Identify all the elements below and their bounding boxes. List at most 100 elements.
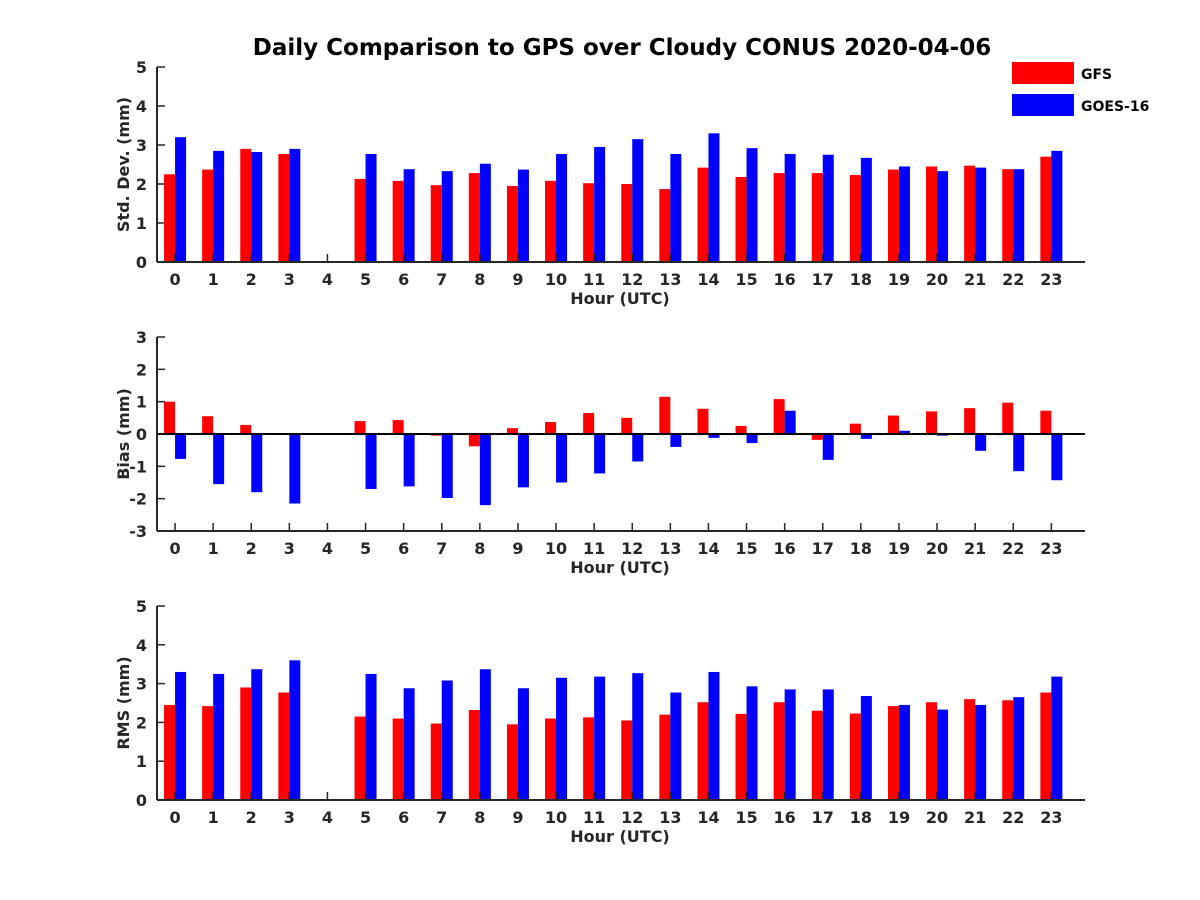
bar-rms-goes16-hour-8: [479, 669, 491, 800]
bar-rms-goes16-hour-22: [1013, 697, 1025, 800]
bar-rms-goes16-hour-2: [251, 669, 263, 800]
bar-rms-gfs-hour-11: [583, 717, 595, 800]
bar-rms-goes16-hour-16: [784, 689, 796, 800]
x-tick-label: 14: [697, 808, 719, 827]
x-tick-label: 16: [774, 808, 796, 827]
bar-bias-gfs-hour-0: [164, 401, 176, 434]
y-tick-label: 2: [136, 175, 147, 194]
x-tick-label: 1: [208, 270, 219, 289]
bar-std-dev-gfs-hour-0: [164, 174, 176, 262]
bar-rms-gfs-hour-22: [1002, 700, 1014, 800]
bar-bias-gfs-hour-12: [621, 417, 633, 434]
y-tick-label: 1: [136, 214, 147, 233]
x-tick-label: 8: [474, 270, 485, 289]
bar-bias-goes16-hour-0: [175, 434, 187, 459]
bar-bias-goes16-hour-9: [517, 434, 529, 488]
bar-bias-goes16-hour-22: [1013, 434, 1025, 472]
bar-rms-gfs-hour-2: [240, 687, 252, 800]
bar-rms-goes16-hour-6: [403, 688, 415, 800]
bar-bias-goes16-hour-18: [860, 434, 872, 439]
x-tick-label: 5: [360, 808, 371, 827]
x-tick-label: 2: [246, 539, 257, 558]
bar-std-dev-goes16-hour-2: [251, 152, 263, 262]
bar-std-dev-goes16-hour-12: [632, 139, 644, 262]
bar-bias-gfs-hour-11: [583, 412, 595, 434]
bar-std-dev-goes16-hour-3: [289, 148, 301, 262]
x-tick-label: 8: [474, 808, 485, 827]
bar-rms-goes16-hour-5: [365, 673, 377, 800]
y-axis-label: RMS (mm): [114, 656, 133, 749]
bar-rms-goes16-hour-17: [822, 689, 834, 800]
x-tick-label: 7: [436, 539, 447, 558]
y-tick-label: 2: [136, 713, 147, 732]
bar-bias-goes16-hour-14: [708, 434, 720, 438]
bar-rms-goes16-hour-18: [860, 696, 872, 800]
bar-std-dev-goes16-hour-9: [517, 169, 529, 262]
y-tick-label: 2: [136, 360, 147, 379]
bar-rms-gfs-hour-5: [354, 716, 366, 800]
x-tick-label: 10: [545, 808, 567, 827]
bar-rms-gfs-hour-9: [506, 724, 518, 800]
bar-rms-goes16-hour-21: [975, 704, 987, 800]
bar-std-dev-goes16-hour-11: [594, 146, 606, 262]
y-tick-label: 0: [136, 253, 147, 272]
x-tick-label: 21: [964, 808, 986, 827]
bar-bias-goes16-hour-12: [632, 434, 644, 462]
x-tick-label: 23: [1040, 539, 1062, 558]
bar-std-dev-goes16-hour-0: [175, 137, 187, 262]
bar-bias-gfs-hour-13: [659, 396, 671, 434]
x-tick-label: 16: [774, 270, 796, 289]
bar-std-dev-goes16-hour-21: [975, 167, 987, 262]
bar-rms-goes16-hour-3: [289, 660, 301, 800]
x-tick-label: 18: [850, 539, 872, 558]
bar-rms-gfs-hour-20: [926, 702, 938, 800]
x-axis-label: Hour (UTC): [570, 558, 670, 577]
x-tick-label: 20: [926, 539, 948, 558]
bar-std-dev-goes16-hour-22: [1013, 169, 1025, 262]
bar-std-dev-goes16-hour-7: [441, 171, 453, 262]
bar-std-dev-gfs-hour-15: [735, 176, 747, 262]
x-tick-label: 15: [735, 270, 757, 289]
bar-std-dev-goes16-hour-20: [937, 171, 949, 262]
bar-bias-goes16-hour-7: [441, 434, 453, 499]
bar-bias-gfs-hour-10: [545, 422, 557, 434]
x-tick-label: 11: [583, 539, 605, 558]
bar-bias-gfs-hour-14: [697, 408, 709, 434]
bar-std-dev-goes16-hour-13: [670, 153, 682, 262]
bar-rms-gfs-hour-8: [468, 709, 480, 800]
bar-bias-gfs-hour-16: [773, 399, 785, 434]
x-tick-label: 2: [246, 270, 257, 289]
y-axis-label: Std. Dev. (mm): [114, 97, 133, 232]
x-tick-label: 13: [659, 808, 681, 827]
x-tick-label: 18: [850, 270, 872, 289]
x-tick-label: 15: [735, 808, 757, 827]
x-tick-label: 21: [964, 270, 986, 289]
x-tick-label: 22: [1002, 808, 1024, 827]
bar-bias-goes16-hour-11: [594, 434, 606, 474]
x-tick-label: 20: [926, 808, 948, 827]
y-tick-label: 3: [136, 328, 147, 347]
x-tick-label: 6: [398, 808, 409, 827]
bar-rms-gfs-hour-19: [887, 706, 899, 800]
bar-bias-gfs-hour-5: [354, 421, 366, 434]
legend-label-gfs: GFS: [1081, 67, 1112, 83]
x-tick-label: 9: [512, 270, 523, 289]
bar-bias-gfs-hour-23: [1040, 410, 1052, 434]
x-tick-label: 17: [812, 539, 834, 558]
x-tick-label: 6: [398, 539, 409, 558]
bar-bias-gfs-hour-9: [506, 428, 518, 434]
bar-std-dev-gfs-hour-12: [621, 184, 633, 262]
x-tick-label: 11: [583, 808, 605, 827]
bar-std-dev-gfs-hour-22: [1002, 169, 1014, 262]
bar-bias-goes16-hour-13: [670, 434, 682, 447]
x-tick-label: 21: [964, 539, 986, 558]
bar-std-dev-gfs-hour-13: [659, 189, 671, 262]
x-tick-label: 15: [735, 539, 757, 558]
bar-std-dev-gfs-hour-11: [583, 183, 595, 262]
bar-rms-goes16-hour-15: [746, 686, 758, 800]
x-tick-label: 2: [246, 808, 257, 827]
x-tick-label: 22: [1002, 539, 1024, 558]
x-tick-label: 0: [169, 808, 180, 827]
